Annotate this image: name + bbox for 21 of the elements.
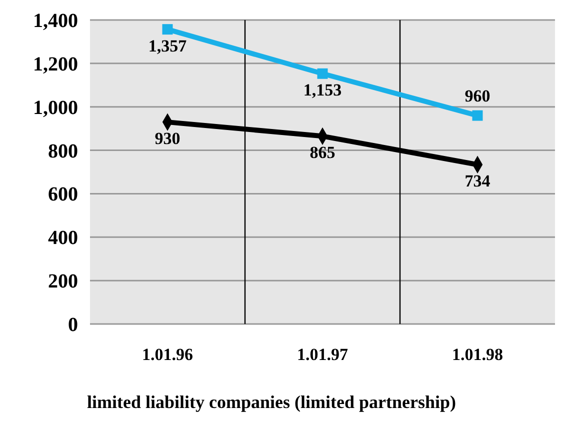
data-label: 865 [310,143,336,162]
x-tick-label: 1.01.98 [452,345,503,364]
y-tick-label: 1,400 [33,10,78,32]
point [472,110,483,121]
point [317,68,328,79]
y-tick-label: 800 [48,140,78,162]
y-tick-label: 600 [48,184,78,206]
data-label: 930 [154,129,180,148]
x-tick-label: 1.01.97 [297,345,348,364]
y-tick-label: 400 [48,227,78,250]
data-label: 1,153 [303,80,342,100]
y-tick-label: 0 [68,314,78,336]
x-axis-title: limited liability companies (limited partnership) [87,392,456,412]
data-label: 1,357 [148,36,188,56]
y-tick-label: 1,000 [33,96,78,119]
x-tick-label: 1.01.96 [142,345,193,364]
data-label: 734 [464,172,491,191]
point [162,24,173,35]
y-tick-label: 200 [48,270,78,293]
y-tick-label: 1,200 [33,53,78,76]
data-label: 960 [464,86,490,106]
